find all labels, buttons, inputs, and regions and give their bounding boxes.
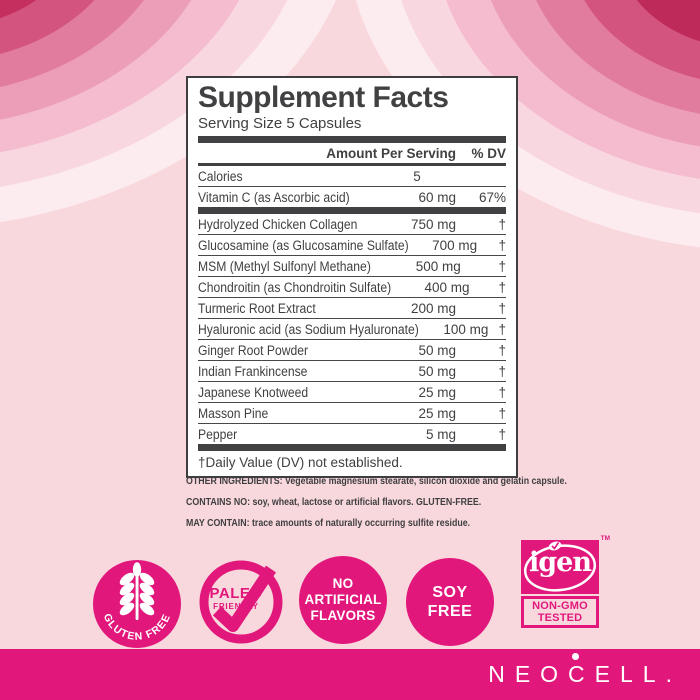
paleo-label: PALEO [209,585,262,602]
left-wave-group [0,0,358,230]
right-wave-group [345,0,700,252]
trademark-symbol: TM [600,535,610,542]
brand-footer-bar: NEOCELL. [0,649,700,700]
table-row: Pepper 5 mg † [198,423,506,444]
row-amount: 700 mg [432,237,478,253]
tested-label: TESTED [537,612,583,624]
table-row: Turmeric Root Extract 200 mg † [198,297,506,318]
paleo-friendly-badge: PALEO FRIENDLY [199,560,283,644]
label-info-block: OTHER INGREDIENTS: Vegetable magnesium s… [186,471,586,534]
badge-ring [199,560,283,644]
row-label: Pepper [198,426,238,442]
row-amount: 500 mg [415,258,461,274]
row-amount: 5 [413,168,421,184]
table-row: Masson Pine 25 mg † [198,402,506,423]
badge-line: SOY [432,583,468,601]
row-dv: † [498,279,506,295]
contains-no-line: CONTAINS NO: soy, wheat, lactose or arti… [186,496,482,508]
wave-background [0,0,700,252]
wheat-icon [119,562,155,620]
table-row-calories: Calories 5 [198,166,506,186]
row-label: Masson Pine [198,405,269,421]
no-artificial-flavors-badge: NO ARTIFICIAL FLAVORS [299,556,387,644]
igen-wordmark: igen [529,547,592,578]
row-label: Indian Frankincense [198,363,308,379]
column-header-dv: % DV [471,146,506,162]
row-label: Japanese Knotweed [198,384,309,400]
row-dv: † [498,300,506,316]
row-amount: 50 mg [418,363,456,379]
row-amount: 50 mg [418,342,456,358]
row-amount: 200 mg [410,300,456,316]
column-header-amount: Amount Per Serving [326,146,456,162]
row-label: Calories [198,168,243,184]
non-gmo-tested-box: NON-GMO TESTED [521,596,599,628]
divider-thick [198,444,506,452]
table-header: Amount Per Serving % DV [198,143,506,163]
divider-medium [198,163,506,167]
neocell-wordmark: NEOCELL. [488,661,682,688]
checkmark-icon [212,565,276,632]
table-row: Glucosamine (as Glucosamine Sulfate) 700… [198,234,506,255]
table-row: Japanese Knotweed 25 mg † [198,381,506,402]
row-dv: † [498,384,506,400]
igen-logo-block: igen [521,540,599,594]
leaf-icon [548,541,562,551]
row-dv: † [498,342,506,358]
row-label: Ginger Root Powder [198,342,309,358]
row-amount: 25 mg [418,384,456,400]
row-amount: 25 mg [418,405,456,421]
row-dv: † [498,426,506,442]
non-gmo-label: NON-GMO [532,599,588,612]
divider-thick [198,207,506,215]
igen-non-gmo-badge: TM igen NON-GMO TESTED [521,535,610,628]
row-label: MSM (Methyl Sulfonyl Methane) [198,258,371,274]
row-amount: 400 mg [424,279,470,295]
row-label: Glucosamine (as Glucosamine Sulfate) [198,237,409,253]
row-dv: † [498,405,506,421]
row-label: Turmeric Root Extract [198,300,316,316]
supplement-facts-panel: Supplement Facts Serving Size 5 Capsules… [186,76,518,479]
may-contain-line: MAY CONTAIN: trace amounts of naturally … [186,517,471,529]
badge-line: NO [332,575,354,591]
row-label: Chondroitin (as Chondroitin Sulfate) [198,279,392,295]
row-label: Vitamin C (as Ascorbic acid) [198,189,350,205]
wordmark-part: ELL. [594,661,682,687]
other-ingredients-line: OTHER INGREDIENTS: Vegetable magnesium s… [186,475,567,487]
wordmark-part: NEO [488,661,569,687]
divider-thick [198,136,506,144]
table-row: Hyaluronic acid (as Sodium Hyaluronate) … [198,318,506,339]
panel-footnote: †Daily Value (DV) not established. [198,455,403,471]
row-dv: † [498,321,506,337]
soy-free-badge: SOY FREE [406,558,494,646]
table-row: Ginger Root Powder 50 mg † [198,339,506,360]
table-row-vitamin-c: Vitamin C (as Ascorbic acid) 60 mg 67% [198,186,506,207]
row-label: Hydrolyzed Chicken Collagen [198,216,358,232]
row-amount: 100 mg [443,321,489,337]
row-dv: † [498,237,506,253]
panel-title: Supplement Facts [198,81,449,114]
row-amount: 750 mg [410,216,456,232]
serving-size: Serving Size 5 Capsules [198,115,362,133]
row-dv: † [498,258,506,274]
table-row: MSM (Methyl Sulfonyl Methane) 500 mg † [198,255,506,276]
row-dv: 67% [478,189,506,205]
friendly-label: FRIENDLY [213,602,259,611]
table-row: Chondroitin (as Chondroitin Sulfate) 400… [198,276,506,297]
row-amount: 5 mg [425,426,456,442]
row-dv: † [498,216,506,232]
row-dv: † [498,363,506,379]
badge-line: FLAVORS [310,608,376,624]
badge-line: FREE [427,603,473,620]
table-row: Hydrolyzed Chicken Collagen 750 mg † [198,214,506,234]
gluten-free-badge: GLUTEN FREE [93,560,181,648]
row-amount: 60 mg [418,189,456,205]
wordmark-c-with-dot: C [568,661,595,687]
badge-line: ARTIFICIAL [304,591,382,607]
row-label: Hyaluronic acid (as Sodium Hyaluronate) [198,321,419,337]
table-row: Indian Frankincense 50 mg † [198,360,506,381]
